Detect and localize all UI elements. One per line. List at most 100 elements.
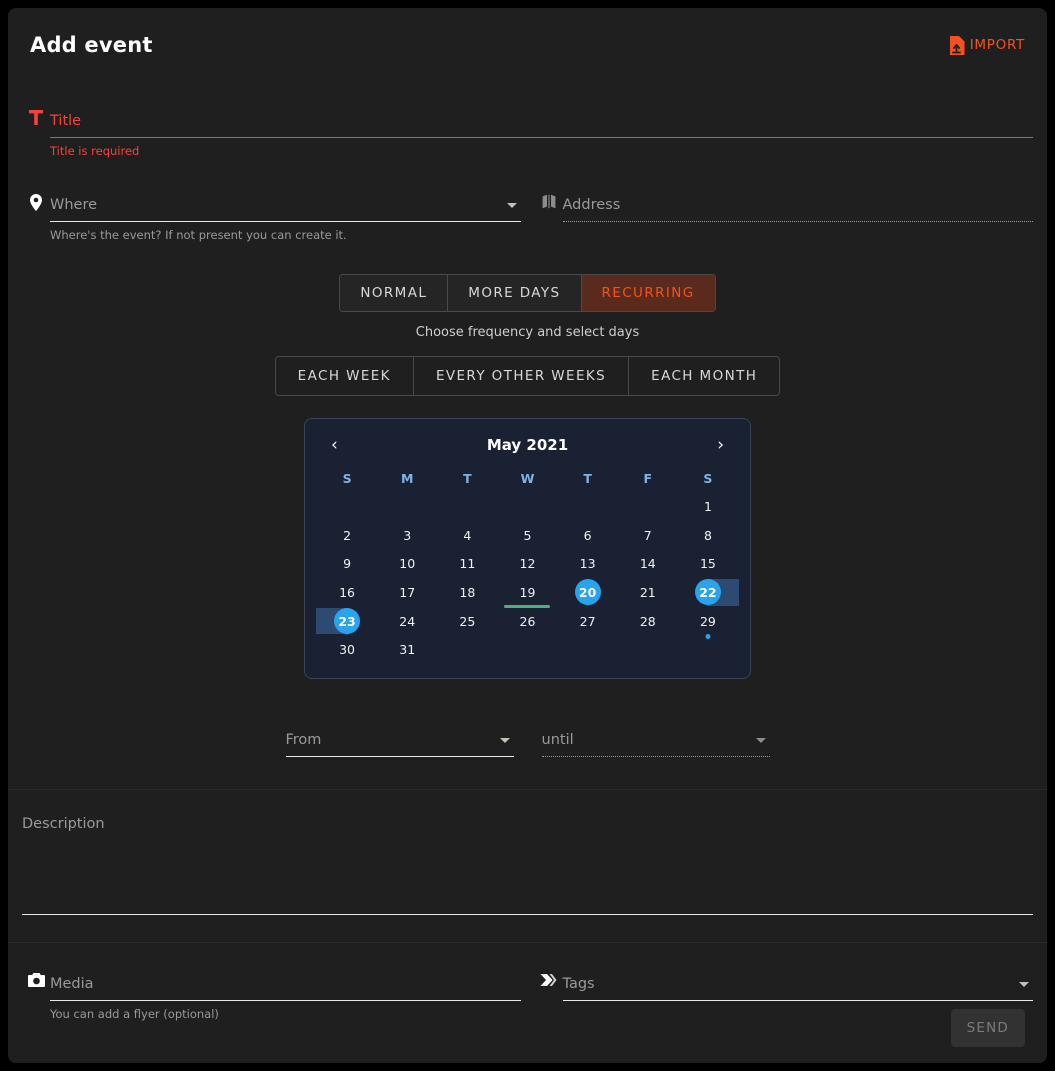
chevron-down-icon[interactable] bbox=[755, 737, 766, 743]
calendar-selection-pin bbox=[334, 607, 361, 635]
frequency-segments: EACH WEEK EVERY OTHER WEEKS EACH MONTH bbox=[274, 356, 781, 396]
calendar-day-8[interactable]: 8 bbox=[678, 521, 738, 550]
calendar-day-23[interactable]: 23 bbox=[316, 607, 377, 636]
calendar-dow-3: W bbox=[520, 471, 535, 486]
calendar-day-1[interactable]: 1 bbox=[678, 492, 738, 521]
calendar-cell-empty bbox=[437, 492, 497, 521]
calendar-day-number: 7 bbox=[643, 527, 652, 543]
event-type-more-days[interactable]: MORE DAYS bbox=[448, 275, 582, 311]
page-title: Add event bbox=[30, 33, 153, 57]
calendar-dow-2: T bbox=[463, 471, 472, 486]
chevron-down-icon[interactable] bbox=[1019, 981, 1029, 987]
calendar-day-22[interactable]: 22 bbox=[678, 578, 739, 607]
calendar-day-29[interactable]: 29 bbox=[678, 607, 738, 640]
calendar-day-4[interactable]: 4 bbox=[437, 521, 497, 550]
media-field[interactable]: Media You can add a flyer (optional) bbox=[22, 971, 521, 1021]
calendar-dow-1: M bbox=[400, 471, 414, 486]
send-button[interactable]: SEND bbox=[950, 1009, 1025, 1047]
media-hint: You can add a flyer (optional) bbox=[50, 1007, 219, 1022]
calendar-day-number: 17 bbox=[399, 584, 416, 600]
calendar-day-number: 14 bbox=[639, 556, 656, 572]
calendar-day-number: 4 bbox=[463, 527, 472, 543]
calendar-day-30[interactable]: 30 bbox=[317, 635, 377, 664]
frequency-each-week[interactable]: EACH WEEK bbox=[275, 357, 414, 395]
until-field[interactable]: until bbox=[541, 727, 770, 758]
until-underline bbox=[541, 756, 770, 758]
calendar-month-label: May 2021 bbox=[486, 436, 569, 454]
calendar-day-number: 10 bbox=[399, 556, 416, 572]
calendar-day-16[interactable]: 16 bbox=[317, 578, 377, 607]
where-field[interactable]: Where Where's the event? If not present … bbox=[22, 192, 521, 242]
frequency-toggle-group: EACH WEEK EVERY OTHER WEEKS EACH MONTH bbox=[8, 356, 1047, 396]
title-label: Title bbox=[50, 113, 82, 129]
frequency-each-month[interactable]: EACH MONTH bbox=[629, 357, 780, 395]
calendar-day-13[interactable]: 13 bbox=[558, 549, 618, 578]
event-type-recurring[interactable]: RECURRING bbox=[581, 275, 715, 311]
frequency-caption: Choose frequency and select days bbox=[415, 325, 640, 340]
calendar-selection-pin bbox=[694, 579, 721, 607]
where-label: Where bbox=[50, 197, 98, 213]
from-field[interactable]: From bbox=[285, 727, 514, 758]
description-field[interactable]: Description bbox=[8, 790, 1047, 942]
media-underline bbox=[50, 1000, 521, 1002]
calendar-day-10[interactable]: 10 bbox=[377, 549, 437, 578]
calendar-day-9[interactable]: 9 bbox=[317, 549, 377, 578]
chevron-down-icon[interactable] bbox=[499, 737, 510, 743]
tags-label: Tags bbox=[562, 976, 595, 993]
tags-field[interactable]: Tags bbox=[535, 971, 1033, 1021]
calendar-day-number: 23 bbox=[338, 613, 356, 629]
chevron-down-icon[interactable] bbox=[506, 202, 517, 208]
form-top: Title Title is required Where bbox=[8, 82, 1047, 789]
calendar-day-12[interactable]: 12 bbox=[497, 549, 557, 578]
calendar-day-11[interactable]: 11 bbox=[437, 549, 497, 578]
from-underline bbox=[285, 756, 514, 758]
where-address-row: Where Where's the event? If not present … bbox=[8, 192, 1047, 242]
calendar-day-6[interactable]: 6 bbox=[558, 521, 618, 550]
calendar-day-number: 27 bbox=[579, 613, 596, 629]
calendar-day-21[interactable]: 21 bbox=[618, 578, 678, 607]
calendar-day-19[interactable]: 19 bbox=[497, 578, 557, 608]
frequency-every-other-weeks[interactable]: EVERY OTHER WEEKS bbox=[413, 357, 630, 395]
calendar-day-31[interactable]: 31 bbox=[377, 635, 437, 664]
title-error-text: Title is required bbox=[50, 144, 140, 158]
calendar-day-25[interactable]: 25 bbox=[437, 607, 497, 636]
calendar-day-number: 9 bbox=[343, 556, 352, 572]
calendar-day-15[interactable]: 15 bbox=[678, 549, 738, 578]
calendar-cell-empty bbox=[558, 492, 618, 521]
calendar-day-number: 20 bbox=[578, 584, 597, 600]
media-tags-row: Media You can add a flyer (optional) Tag… bbox=[8, 943, 1047, 1021]
calendar-day-number: 2 bbox=[343, 527, 352, 543]
calendar-day-24[interactable]: 24 bbox=[377, 607, 437, 636]
camera-icon bbox=[22, 971, 50, 988]
calendar-day-20[interactable]: 20 bbox=[558, 578, 618, 607]
calendar-dow-6: S bbox=[703, 471, 713, 486]
calendar-day-26[interactable]: 26 bbox=[497, 607, 557, 636]
calendar-day-2[interactable]: 2 bbox=[317, 521, 377, 550]
title-row: Title Title is required bbox=[8, 108, 1047, 158]
calendar-day-3[interactable]: 3 bbox=[377, 521, 437, 550]
calendar-day-number: 30 bbox=[339, 642, 356, 658]
calendar-day-27[interactable]: 27 bbox=[558, 607, 618, 636]
calendar-day-14[interactable]: 14 bbox=[618, 549, 678, 578]
calendar-day-7[interactable]: 7 bbox=[618, 521, 678, 550]
import-button[interactable]: IMPORT bbox=[948, 35, 1025, 55]
calendar-day-5[interactable]: 5 bbox=[497, 521, 557, 550]
calendar-day-28[interactable]: 28 bbox=[618, 607, 678, 636]
calendar-day-number: 1 bbox=[703, 498, 712, 514]
calendar-day-18[interactable]: 18 bbox=[437, 578, 497, 607]
address-field[interactable]: Address bbox=[535, 192, 1033, 222]
event-type-normal[interactable]: NORMAL bbox=[340, 275, 449, 311]
calendar-day-17[interactable]: 17 bbox=[377, 578, 437, 607]
title-field[interactable]: Title Title is required bbox=[22, 108, 1033, 158]
chevron-right-icon[interactable]: › bbox=[717, 434, 724, 455]
map-pin-icon bbox=[22, 192, 50, 211]
description-underline bbox=[22, 914, 1033, 916]
calendar-day-number: 15 bbox=[699, 556, 716, 572]
calendar-day-number: 11 bbox=[459, 556, 476, 572]
tag-icon bbox=[535, 971, 563, 987]
calendar-day-number: 12 bbox=[519, 556, 536, 572]
chevron-left-icon[interactable]: ‹ bbox=[331, 434, 338, 455]
calendar-day-number: 31 bbox=[399, 642, 416, 658]
